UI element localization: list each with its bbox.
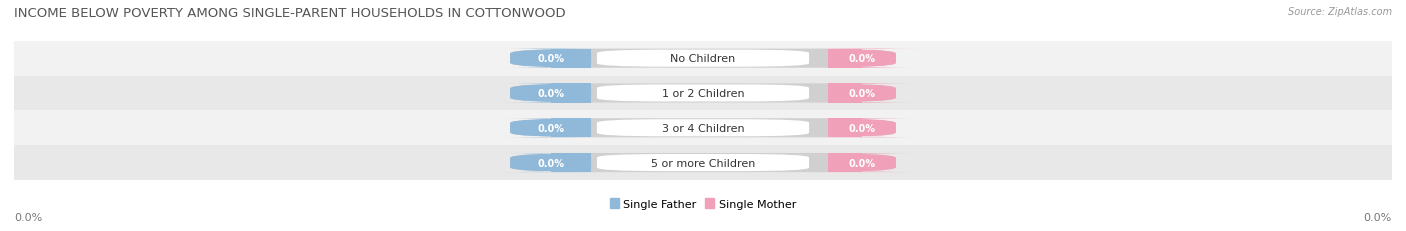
Bar	[551, 119, 591, 138]
Bar	[14, 42, 1392, 76]
Text: 0.0%: 0.0%	[1364, 213, 1392, 222]
Text: 0.0%: 0.0%	[537, 54, 564, 64]
Bar	[828, 84, 862, 103]
Text: INCOME BELOW POVERTY AMONG SINGLE-PARENT HOUSEHOLDS IN COTTONWOOD: INCOME BELOW POVERTY AMONG SINGLE-PARENT…	[14, 7, 565, 20]
Text: 0.0%: 0.0%	[537, 123, 564, 133]
Text: 0.0%: 0.0%	[849, 123, 876, 133]
FancyBboxPatch shape	[510, 119, 896, 138]
FancyBboxPatch shape	[800, 49, 925, 68]
Bar	[828, 153, 862, 172]
Bar	[14, 76, 1392, 111]
Text: 0.0%: 0.0%	[849, 54, 876, 64]
FancyBboxPatch shape	[495, 84, 606, 103]
Bar	[14, 111, 1392, 146]
Text: 0.0%: 0.0%	[537, 88, 564, 99]
FancyBboxPatch shape	[598, 50, 808, 67]
Bar	[551, 49, 591, 68]
Text: No Children: No Children	[671, 54, 735, 64]
Text: 0.0%: 0.0%	[849, 158, 876, 168]
FancyBboxPatch shape	[598, 154, 808, 171]
FancyBboxPatch shape	[510, 84, 896, 103]
FancyBboxPatch shape	[495, 153, 606, 172]
FancyBboxPatch shape	[800, 84, 925, 103]
Text: 1 or 2 Children: 1 or 2 Children	[662, 88, 744, 99]
Text: 0.0%: 0.0%	[14, 213, 42, 222]
FancyBboxPatch shape	[800, 119, 925, 138]
Bar	[551, 153, 591, 172]
Bar	[828, 49, 862, 68]
FancyBboxPatch shape	[800, 153, 925, 172]
FancyBboxPatch shape	[510, 49, 896, 68]
FancyBboxPatch shape	[495, 119, 606, 138]
Bar	[14, 146, 1392, 180]
Bar	[828, 119, 862, 138]
Text: 0.0%: 0.0%	[849, 88, 876, 99]
Text: 3 or 4 Children: 3 or 4 Children	[662, 123, 744, 133]
FancyBboxPatch shape	[495, 49, 606, 68]
Legend: Single Father, Single Mother: Single Father, Single Mother	[606, 194, 800, 213]
FancyBboxPatch shape	[598, 85, 808, 102]
FancyBboxPatch shape	[598, 120, 808, 137]
Bar	[551, 84, 591, 103]
Text: 0.0%: 0.0%	[537, 158, 564, 168]
Text: 5 or more Children: 5 or more Children	[651, 158, 755, 168]
FancyBboxPatch shape	[510, 153, 896, 172]
Text: Source: ZipAtlas.com: Source: ZipAtlas.com	[1288, 7, 1392, 17]
